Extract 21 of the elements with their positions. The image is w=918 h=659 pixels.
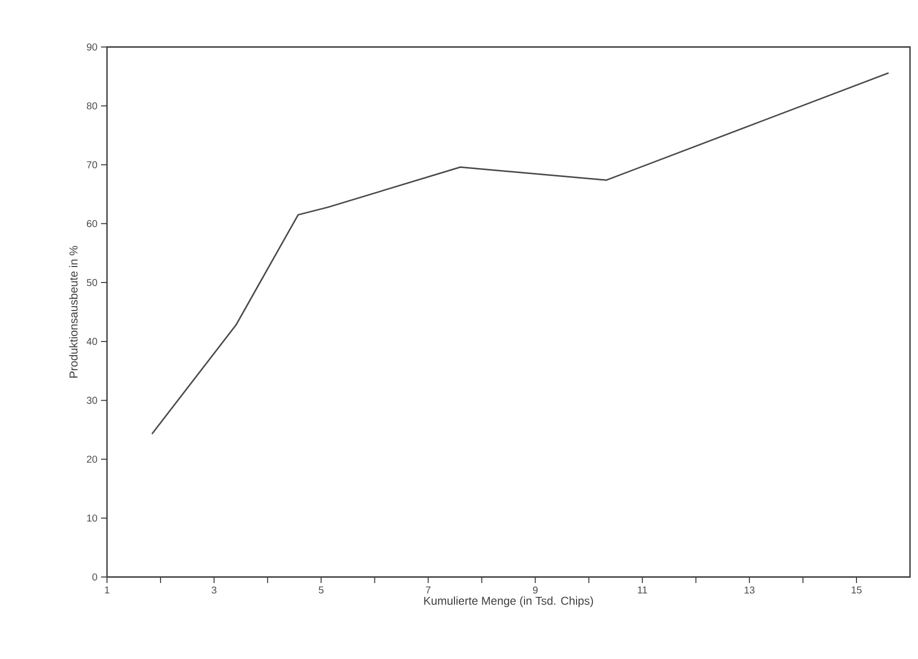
- x-tick-label: 15: [852, 586, 862, 594]
- x-tick-label: 1: [104, 586, 110, 594]
- y-tick-label: 90: [86, 43, 98, 51]
- x-tick-label: 9: [532, 586, 538, 594]
- y-tick-label: 10: [87, 514, 98, 522]
- y-tick-label: 30: [86, 396, 98, 404]
- x-tick-label: 11: [638, 586, 648, 594]
- y-tick-label: 80: [86, 102, 98, 110]
- x-axis-title: Kumulierte Menge (in Tsd. Chips): [424, 596, 593, 608]
- y-tick-label: 60: [86, 220, 98, 228]
- y-axis-title: Produktionsausbeute in %: [69, 246, 78, 378]
- x-tick-label: 5: [318, 586, 324, 594]
- x-tick-label: 13: [744, 586, 755, 594]
- x-tick-label: 3: [212, 586, 216, 594]
- y-tick-label: 40: [86, 338, 98, 345]
- y-tick-label: 70: [86, 161, 98, 168]
- y-tick-label: 0: [92, 573, 98, 581]
- y-tick-label: 20: [86, 456, 98, 463]
- x-tick-label: 7: [426, 586, 430, 594]
- line-series: [151, 72, 890, 435]
- y-tick-label: 50: [86, 279, 98, 286]
